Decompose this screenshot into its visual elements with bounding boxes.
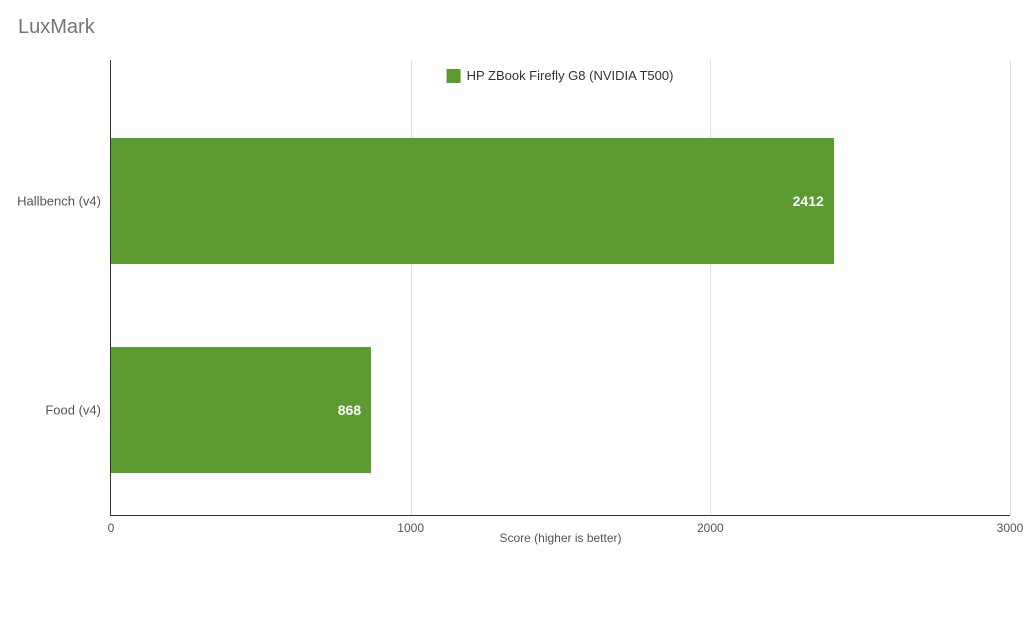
bar-hallbench: 2412 [111, 138, 834, 264]
x-axis-title: Score (higher is better) [499, 531, 621, 545]
bar-value-label: 868 [338, 402, 361, 418]
gridline [1010, 60, 1011, 515]
bar-food: 868 [111, 347, 371, 473]
chart-container: LuxMark HP ZBook Firefly G8 (NVIDIA T500… [0, 0, 1024, 621]
gridline [710, 60, 711, 515]
chart-frame: HP ZBook Firefly G8 (NVIDIA T500) 2412 H… [110, 60, 1010, 546]
plot-area: 2412 Hallbench (v4) 868 Food (v4) 0 1000… [110, 60, 1010, 516]
x-tick-label: 1000 [397, 521, 424, 535]
x-tick-label: 2000 [697, 521, 724, 535]
gridline [411, 60, 412, 515]
x-tick-label: 3000 [997, 521, 1024, 535]
y-category-label: Hallbench (v4) [17, 194, 101, 209]
bar-value-label: 2412 [793, 193, 824, 209]
y-category-label: Food (v4) [45, 403, 101, 418]
chart-title: LuxMark [12, 12, 1012, 39]
x-tick-label: 0 [108, 521, 115, 535]
